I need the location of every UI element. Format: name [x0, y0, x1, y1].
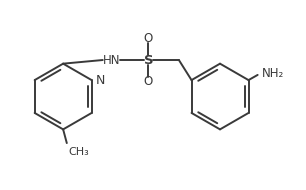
Text: S: S — [144, 54, 153, 66]
Text: O: O — [144, 75, 153, 88]
Text: N: N — [95, 74, 105, 87]
Text: CH₃: CH₃ — [68, 147, 89, 157]
Text: O: O — [144, 32, 153, 45]
Text: NH₂: NH₂ — [262, 67, 284, 80]
Text: HN: HN — [103, 54, 121, 66]
